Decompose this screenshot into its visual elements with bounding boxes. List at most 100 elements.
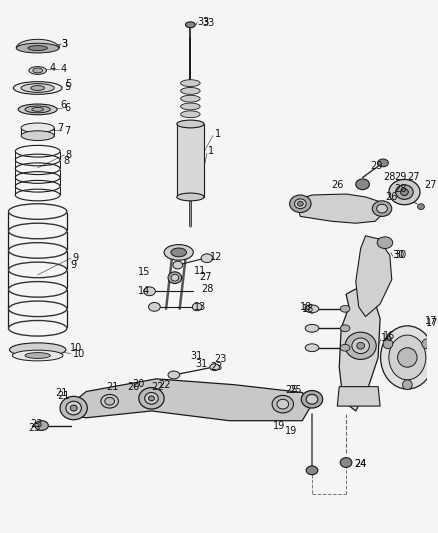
Text: 26: 26 — [332, 180, 344, 190]
Ellipse shape — [186, 22, 195, 28]
Ellipse shape — [12, 350, 63, 361]
Text: 1: 1 — [208, 146, 214, 156]
Text: 23: 23 — [30, 418, 42, 429]
Text: 28: 28 — [201, 285, 213, 294]
Text: 30: 30 — [393, 251, 405, 260]
Ellipse shape — [417, 204, 424, 209]
Text: 17: 17 — [425, 317, 437, 327]
Text: 23: 23 — [210, 362, 222, 372]
Text: 29: 29 — [395, 173, 407, 182]
Ellipse shape — [60, 397, 87, 419]
Ellipse shape — [18, 104, 57, 115]
Text: 20: 20 — [127, 382, 140, 392]
Ellipse shape — [13, 82, 62, 94]
Circle shape — [422, 339, 431, 349]
Ellipse shape — [378, 159, 389, 167]
Ellipse shape — [10, 343, 66, 357]
Text: 23: 23 — [215, 354, 227, 365]
Ellipse shape — [306, 394, 318, 404]
Text: 31: 31 — [191, 351, 203, 360]
Polygon shape — [337, 386, 380, 406]
Text: 22: 22 — [152, 382, 164, 392]
Text: 19: 19 — [285, 426, 297, 437]
Text: 25: 25 — [286, 385, 298, 394]
Text: 27: 27 — [424, 180, 436, 190]
Ellipse shape — [305, 325, 319, 332]
Text: 7: 7 — [57, 123, 64, 133]
Ellipse shape — [272, 395, 293, 413]
Ellipse shape — [290, 195, 311, 213]
Text: 15: 15 — [138, 267, 150, 277]
Text: 5: 5 — [64, 82, 70, 92]
Ellipse shape — [70, 405, 77, 411]
Ellipse shape — [180, 87, 200, 94]
Ellipse shape — [180, 111, 200, 118]
Text: 3: 3 — [61, 39, 67, 49]
Ellipse shape — [294, 199, 306, 208]
Text: 7: 7 — [64, 126, 70, 136]
Polygon shape — [339, 287, 380, 411]
Text: 1: 1 — [215, 128, 221, 139]
Text: 24: 24 — [354, 459, 366, 470]
Text: 21: 21 — [106, 382, 118, 392]
Ellipse shape — [201, 254, 213, 263]
Ellipse shape — [105, 397, 114, 405]
Polygon shape — [16, 39, 59, 48]
Ellipse shape — [352, 338, 369, 353]
Text: 31: 31 — [195, 359, 208, 369]
Text: 19: 19 — [273, 421, 285, 431]
Text: 3: 3 — [61, 39, 67, 49]
Text: 21: 21 — [55, 389, 67, 399]
Circle shape — [398, 348, 417, 367]
Text: 9: 9 — [71, 260, 77, 270]
Text: 26: 26 — [385, 192, 397, 202]
Text: 9: 9 — [73, 253, 79, 263]
Text: 24: 24 — [354, 459, 366, 470]
Text: 10: 10 — [70, 343, 82, 353]
Ellipse shape — [171, 248, 187, 257]
Ellipse shape — [21, 123, 54, 133]
Ellipse shape — [32, 108, 43, 111]
Ellipse shape — [356, 179, 369, 190]
Ellipse shape — [171, 274, 179, 281]
Text: 10: 10 — [73, 349, 85, 359]
Ellipse shape — [144, 287, 155, 296]
Ellipse shape — [21, 131, 54, 141]
Ellipse shape — [66, 401, 81, 415]
Text: 27: 27 — [407, 173, 420, 182]
Text: 27: 27 — [199, 272, 212, 282]
Polygon shape — [71, 379, 312, 421]
Text: 16: 16 — [383, 331, 395, 341]
Text: 16: 16 — [381, 333, 393, 343]
Ellipse shape — [148, 396, 155, 401]
Text: 8: 8 — [66, 150, 72, 160]
Ellipse shape — [177, 193, 204, 201]
Text: 29: 29 — [371, 161, 383, 171]
Ellipse shape — [301, 391, 323, 408]
Text: 18: 18 — [302, 304, 314, 314]
Ellipse shape — [277, 399, 289, 409]
Ellipse shape — [173, 261, 183, 269]
Ellipse shape — [35, 421, 48, 431]
Polygon shape — [177, 124, 204, 197]
Ellipse shape — [139, 387, 164, 409]
Text: 30: 30 — [395, 251, 407, 260]
Ellipse shape — [25, 353, 50, 358]
Ellipse shape — [33, 68, 42, 73]
Ellipse shape — [297, 201, 303, 206]
Polygon shape — [297, 194, 385, 223]
Ellipse shape — [305, 305, 319, 313]
Ellipse shape — [396, 185, 413, 199]
Ellipse shape — [377, 237, 393, 248]
Polygon shape — [356, 236, 392, 317]
Ellipse shape — [148, 303, 160, 311]
Ellipse shape — [389, 180, 420, 205]
Ellipse shape — [180, 80, 200, 86]
Ellipse shape — [357, 342, 364, 349]
Ellipse shape — [192, 303, 202, 311]
Text: 12: 12 — [210, 252, 222, 262]
Text: 13: 13 — [194, 302, 207, 312]
Ellipse shape — [21, 84, 54, 92]
Ellipse shape — [28, 46, 47, 51]
Text: 33: 33 — [202, 18, 214, 28]
